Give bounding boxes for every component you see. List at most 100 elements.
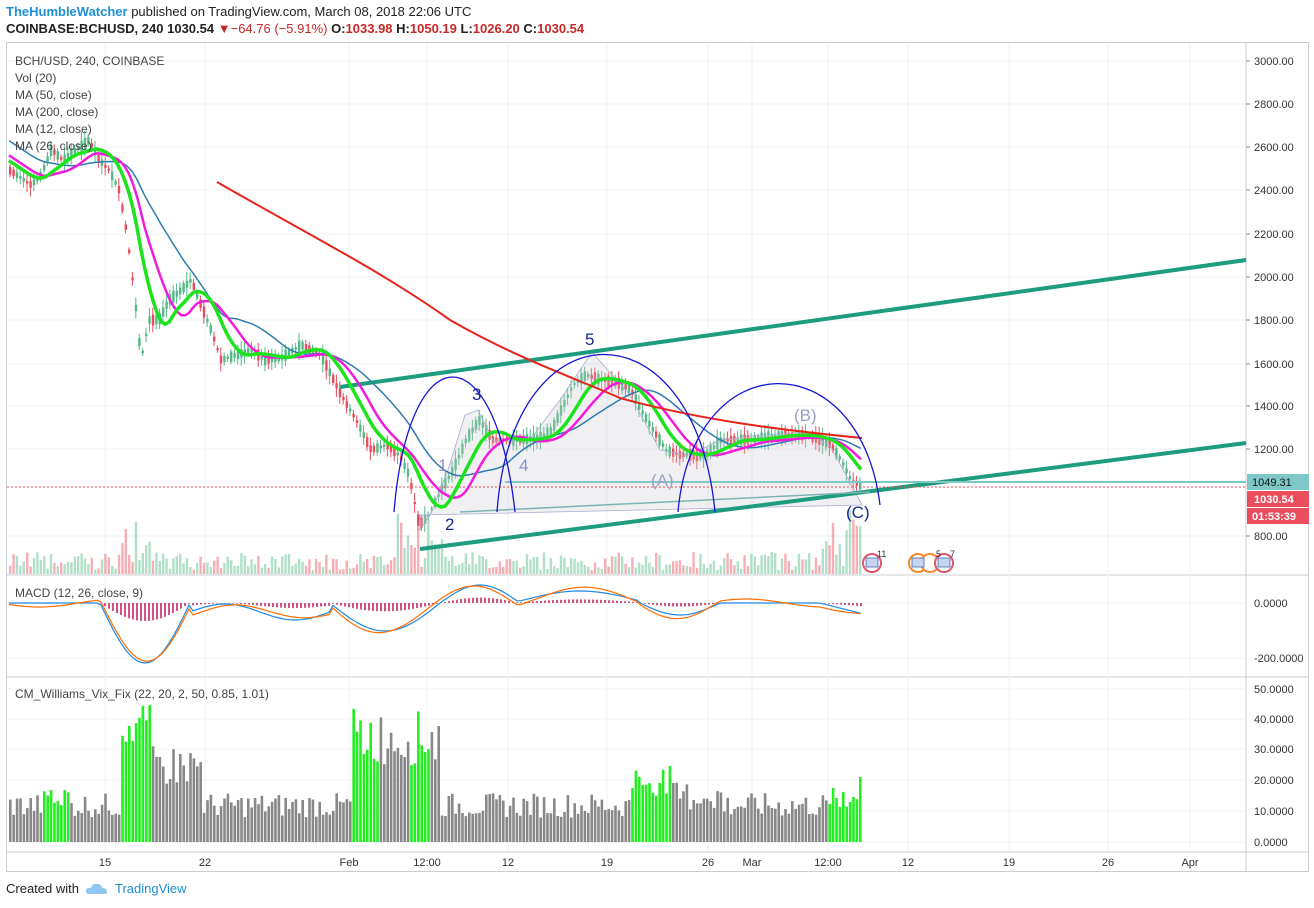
vix-bar <box>26 808 29 842</box>
candle-body <box>15 172 19 179</box>
vix-bar <box>638 776 641 842</box>
volume-bar <box>9 565 12 574</box>
volume-bar <box>328 569 331 574</box>
candle-body <box>332 374 335 384</box>
candle-body <box>396 452 399 456</box>
time-tick-label: 19 <box>601 857 613 869</box>
vix-bar <box>260 795 264 842</box>
candle-body <box>104 164 107 168</box>
vix-bar <box>461 812 464 842</box>
volume-bar <box>226 556 229 574</box>
vix-bar <box>12 814 15 842</box>
candle-body <box>471 427 474 433</box>
chart-frame[interactable] <box>6 42 1309 872</box>
event-flag-group[interactable]: 5 7 <box>908 549 955 573</box>
vix-bar <box>838 806 842 842</box>
volume-bar <box>695 567 699 574</box>
wave-shaded-area <box>419 351 863 532</box>
candle-body <box>774 434 777 437</box>
volume-bar <box>155 552 158 574</box>
volume-bar <box>709 563 712 574</box>
vix-tick-label: 20.0000 <box>1254 775 1294 787</box>
volume-bar <box>70 562 73 574</box>
vix-bar <box>672 782 675 842</box>
wave-label-5: 5 <box>585 330 594 349</box>
vix-bar <box>182 765 185 842</box>
volume-bar <box>481 556 484 574</box>
wave-base-line <box>459 491 871 513</box>
candle-body <box>661 443 665 447</box>
wave-label-3: 3 <box>472 385 481 404</box>
vix-bar <box>607 809 610 842</box>
volume-bar <box>814 557 818 574</box>
vix-bar <box>678 798 682 842</box>
vix-bar <box>315 816 318 842</box>
candle-body <box>189 279 192 283</box>
volume-bar <box>423 557 427 574</box>
candle-body <box>335 383 338 389</box>
created-with-label: Created with <box>6 881 79 896</box>
volume-bar <box>315 558 318 574</box>
author-link[interactable]: TheHumbleWatcher <box>6 4 128 19</box>
volume-bar <box>474 563 478 574</box>
candle-body <box>621 379 624 391</box>
volume-bar <box>692 552 695 574</box>
tradingview-brand-link[interactable]: TradingView <box>114 881 187 896</box>
candle-body <box>593 372 597 384</box>
vix-bar <box>97 813 100 842</box>
macd-tick-label: 0.0000 <box>1254 598 1288 610</box>
vix-bar <box>148 704 151 842</box>
volume-bar <box>19 565 22 574</box>
vix-bar <box>774 808 777 842</box>
candle-body <box>49 144 53 157</box>
time-tick-label: 22 <box>199 857 211 869</box>
symbol-label[interactable]: COINBASE:BCHUSD, 240 <box>6 21 164 36</box>
vix-bar <box>695 803 699 842</box>
candle-body <box>590 374 593 380</box>
volume-bar <box>359 553 362 574</box>
vix-bar <box>43 791 46 842</box>
vix-bar <box>627 800 631 842</box>
candle-body <box>87 136 90 145</box>
candle-body <box>196 291 199 299</box>
vix-bar <box>451 793 454 842</box>
volume-bar <box>243 555 246 574</box>
vix-bar <box>532 793 536 842</box>
volume-bar <box>104 553 107 574</box>
vix-bar <box>621 815 624 842</box>
candle-body <box>376 443 379 453</box>
vix-bar <box>525 801 529 842</box>
candle-body <box>298 340 301 353</box>
volume-bar <box>301 561 304 574</box>
vix-bar <box>712 807 716 842</box>
candle-body <box>767 431 770 443</box>
volume-bar <box>825 541 828 574</box>
volume-bar <box>791 569 794 574</box>
vix-bar <box>53 802 56 842</box>
volume-bar <box>420 567 423 574</box>
candle-body <box>26 180 29 184</box>
volume-bar <box>216 556 219 574</box>
volume-bar <box>437 544 440 574</box>
last-price: 1030.54 <box>167 21 215 36</box>
volume-bar <box>566 567 569 574</box>
volume-bar <box>379 556 382 574</box>
volume-bar <box>617 552 620 574</box>
volume-bar <box>352 567 355 574</box>
vix-bar <box>699 803 702 842</box>
signal-line <box>8 585 862 662</box>
vix-bar <box>264 811 267 842</box>
event-flag-us[interactable]: 11 <box>862 549 886 573</box>
time-tick-label: 19 <box>1003 857 1015 869</box>
price-tick-label: 1800.00 <box>1254 315 1294 327</box>
vix-bar <box>134 723 138 842</box>
volume-bar <box>277 567 280 574</box>
wave-label-2: 2 <box>445 515 454 534</box>
vix-bar <box>111 814 114 842</box>
vix-bar <box>702 798 706 842</box>
candle-body <box>624 384 627 390</box>
candle-body <box>580 373 583 385</box>
price-tick-label: 3000.00 <box>1254 56 1294 68</box>
volume-bar <box>253 564 257 574</box>
